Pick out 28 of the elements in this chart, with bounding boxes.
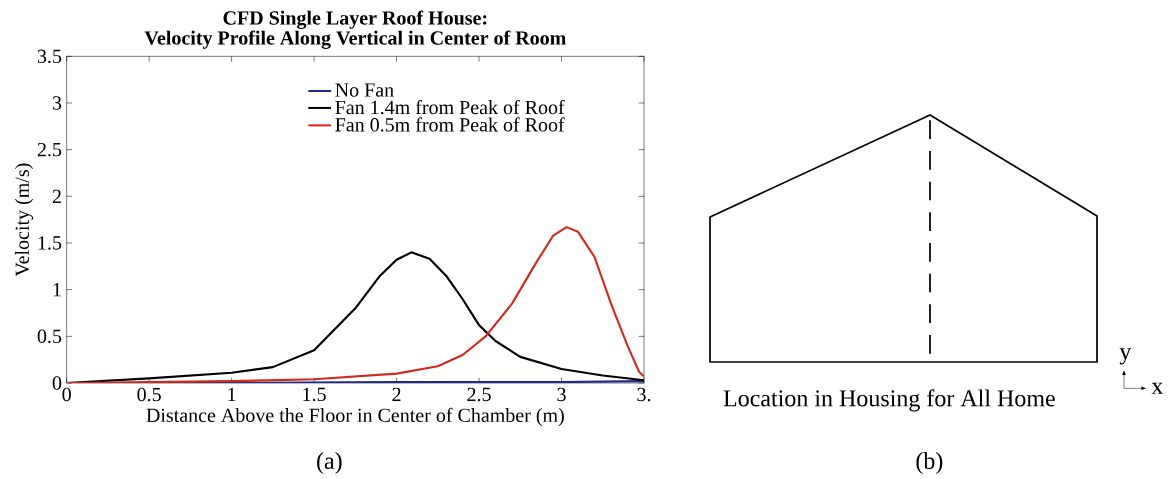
y-tick-label: 1.5 — [38, 236, 62, 250]
y-tick-label: 2.5 — [37, 142, 62, 157]
legend-label: Fan 0.5m from Peak of Roof — [335, 117, 565, 132]
y-tick-label: 1 — [53, 283, 61, 297]
y-tick-label: 3 — [52, 96, 62, 110]
x-tick-label: 2 — [392, 387, 401, 401]
x-tick-label: 0.5 — [137, 387, 161, 402]
x-axis-title: Distance Above the Floor in Center of Chamber (m) — [146, 407, 564, 427]
text: (b) — [916, 452, 943, 474]
text: Location in Housing for All Home — [723, 389, 1055, 412]
y-tick-label: 3.5 — [37, 49, 62, 64]
chart-subtitle: Velocity Profile Along Vertical in Center of Room — [144, 30, 566, 49]
y-tick-label: 0.5 — [37, 329, 62, 344]
line-series — [66, 226, 644, 383]
legend-label: No Fan — [335, 83, 394, 97]
x-tick-label: 3 — [557, 387, 566, 402]
text: (a) — [317, 452, 342, 474]
legend-label: Fan 1.4m from Peak of Roof — [335, 99, 565, 115]
y-axis-title: Velocity (m/s) — [14, 163, 34, 277]
text: x — [1151, 382, 1164, 394]
x-tick-label: 1 — [228, 387, 236, 401]
text: y — [1119, 348, 1132, 365]
y-tick-label: 2 — [52, 189, 61, 203]
x-tick-label: 1.5 — [303, 387, 326, 402]
y-tick-label: 0 — [52, 376, 62, 390]
chart-title: CFD Single Layer Roof House: — [223, 10, 487, 29]
x-tick-label: 3. — [637, 387, 651, 402]
x-tick-label: 2.5 — [467, 387, 491, 402]
